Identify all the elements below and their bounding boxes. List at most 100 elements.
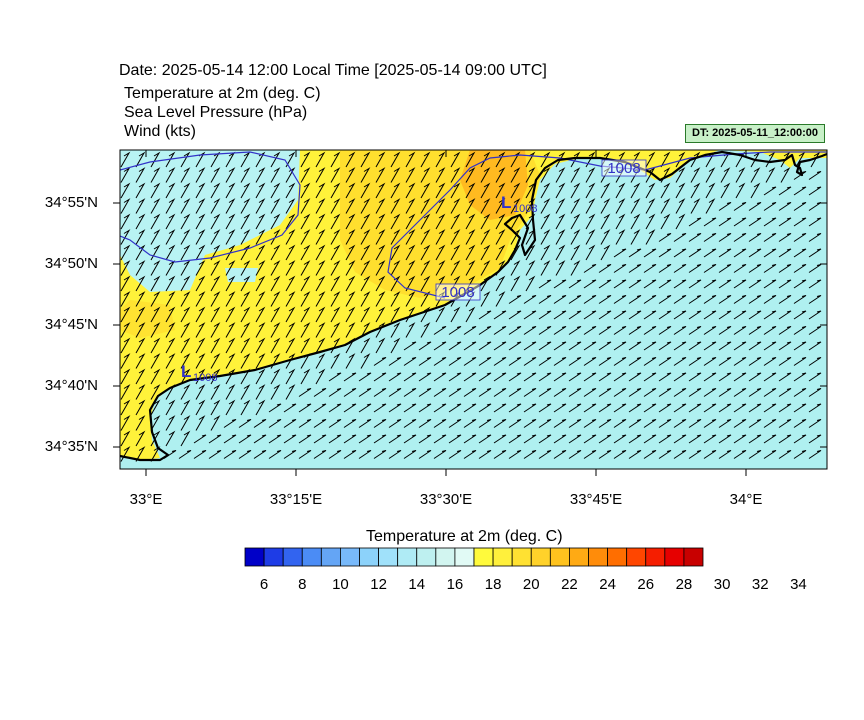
wind-barb [375,213,386,230]
wind-barb [553,372,567,382]
wind-barb [480,275,491,292]
wind-barb [135,399,146,416]
colorbar-tick-label: 20 [522,576,540,593]
wind-barb [555,182,566,199]
wind-barb [778,357,792,366]
isobar-1008-west [120,151,301,263]
wind-barb [673,326,687,335]
wind-barb [718,372,732,382]
wind-barb [255,198,266,214]
wind-barb [793,357,807,366]
wind-barb [165,322,176,338]
wind-barb [568,341,582,351]
svg-text:1008: 1008 [441,284,474,301]
land-area [120,150,827,460]
colorbar-tick-label: 8 [298,576,307,593]
wind-barb [808,357,822,366]
wind-barb [180,415,191,431]
wind-barb [463,341,477,351]
wind-barb [643,434,657,444]
wind-barb [360,244,371,261]
wind-barb [375,198,386,214]
wind-barb [240,322,251,338]
wind-barb [450,229,461,245]
colorbar-swatch [626,547,647,567]
wind-barb [583,341,597,351]
wind-barb [763,388,777,397]
wind-barb [703,279,717,289]
wind-barb [210,182,221,199]
wind-barb [658,264,672,273]
wind-barb [165,244,176,261]
wind-barb [135,229,146,245]
wind-barb [808,295,822,304]
wind-barb [733,403,747,413]
wind-barb [705,198,716,214]
wind-barb [538,341,552,351]
wind-barb [628,264,642,273]
wind-barb [135,368,146,385]
wind-barb [255,306,266,323]
wind-barb [448,326,462,335]
wind-barb [583,279,597,289]
wind-barb [405,260,416,276]
wind-barb [150,182,161,199]
wind-barb [778,403,792,413]
wind-barb [480,244,491,261]
wind-barb [525,198,536,214]
wind-barb [538,310,552,320]
wind-barb [403,450,417,459]
wind-barb [733,419,747,428]
lat-label-34-55: 34°55'N [44,194,98,211]
wind-barb [553,326,567,335]
wind-barb [180,182,191,199]
lon-label-33-45e: 33°45'E [569,491,623,508]
wind-barb [298,450,312,459]
wind-barb [643,248,657,258]
wind-barb [300,291,311,307]
colorbar-swatch [435,547,456,567]
wind-barb [598,264,612,273]
wind-barb [135,291,146,307]
wind-barb [358,434,372,444]
wind-barb [688,326,702,335]
wind-barb [763,279,777,289]
wind-barb [420,306,431,323]
wind-barb [645,167,656,183]
wind-barb [150,337,161,354]
wind-barb [688,310,702,320]
wind-barb [748,233,762,242]
wind-barb [718,264,732,273]
wind-barb [180,306,191,323]
wind-barb [405,275,416,292]
wind-barb [375,167,386,183]
wind-barb [448,419,462,428]
colorbar-swatch [454,547,475,567]
colorbar-swatch [244,547,265,567]
wind-barb [748,341,762,351]
wind-barb [300,306,311,323]
wind-barb [463,357,477,366]
wind-barb [360,322,371,338]
wind-barb [420,260,431,276]
wind-barb [330,306,341,323]
wind-barb [583,264,597,273]
wind-barb [733,434,747,444]
wind-barb [135,446,146,462]
wind-barb [478,388,492,397]
wind-barb [255,167,266,183]
wind-barb [403,434,417,444]
lon-label-33-15e: 33°15'E [269,491,323,508]
wind-barb [688,248,702,258]
wind-barb [675,151,686,168]
wind-barb [493,450,507,459]
wind-barb [300,260,311,276]
wind-barb [120,229,131,245]
wind-barb [793,186,807,196]
wind-barb [690,167,701,183]
wind-barb [600,182,611,199]
wind-barb [673,341,687,351]
wind-barb [733,357,747,366]
wind-barb [688,372,702,382]
wind-barb [345,322,356,338]
